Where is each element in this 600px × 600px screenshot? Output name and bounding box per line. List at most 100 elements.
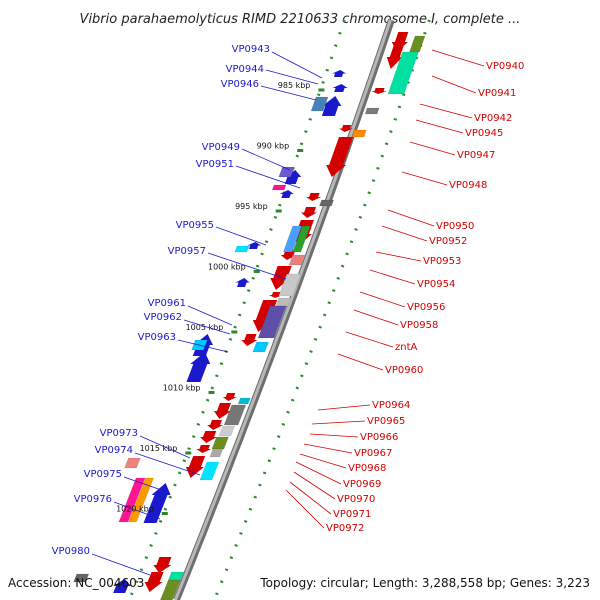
minus-gene-label-leader	[134, 452, 201, 476]
plus-gene-label-leader	[431, 75, 477, 94]
accession-text: Accession: NC_004603	[8, 576, 144, 590]
plus-gene-label: VP0956	[407, 302, 445, 313]
minus-gene-label: VP0975	[84, 469, 122, 480]
feature-box	[118, 477, 146, 523]
feature-box	[209, 448, 224, 458]
scale-ticks: 985 kbp 990 kbp 995 kbp 1000 kbp 1005 kbp 101…	[116, 81, 325, 515]
minus-gene-label-leader	[265, 69, 319, 85]
minus-gene-label-leader	[260, 85, 317, 101]
plus-gene-label: VP0965	[367, 416, 405, 427]
plus-gene-label: VP0960	[385, 365, 423, 376]
feature-boxes	[73, 35, 426, 600]
minus-gene-label-leader	[177, 339, 229, 353]
plus-gene-arrow	[386, 45, 404, 69]
plus-gene-label: VP0941	[478, 88, 516, 99]
plus-gene-label: VP0940	[486, 61, 524, 72]
minus-gene-label-leader	[113, 501, 161, 520]
tick-label: 1010 kbp	[163, 384, 201, 393]
minus-gene-label-leader	[139, 435, 191, 459]
feature-box	[310, 96, 329, 112]
minus-gene-label-leader	[235, 165, 301, 189]
minus-gene-label: VP0946	[221, 79, 259, 90]
feature-box	[257, 305, 287, 339]
plus-gene-label-leader	[415, 119, 464, 134]
plus-strand-labels: VP0940 VP0941 VP0942 VP0945 VP0947 VP0948 VP09…	[285, 49, 524, 534]
plus-gene-label-leader	[285, 489, 325, 529]
plus-gene-label: zntA	[395, 342, 418, 353]
plus-gene-label-leader	[409, 141, 456, 156]
plus-gene-arrow	[222, 393, 237, 401]
minus-guide-line	[127, 19, 346, 600]
minus-gene-label: VP0955	[176, 220, 214, 231]
plus-gene-label: VP0952	[429, 236, 467, 247]
plus-gene-label: VP0954	[417, 279, 455, 290]
plus-gene-label: VP0964	[372, 400, 410, 411]
plus-gene-label: VP0945	[465, 128, 503, 139]
minus-gene-label-leader	[91, 553, 151, 576]
plus-gene-label-leader	[295, 461, 342, 485]
feature-box	[278, 273, 302, 297]
plus-gene-label-leader	[387, 209, 435, 227]
minus-gene-label: VP0962	[144, 312, 182, 323]
plus-gene-label: VP0942	[474, 113, 512, 124]
plus-gene-label-leader	[359, 291, 406, 308]
minus-gene-label-leader	[183, 319, 231, 335]
feature-box	[319, 199, 334, 207]
tick-mark	[208, 391, 215, 394]
feature-box	[252, 341, 269, 353]
minus-gene-label: VP0944	[226, 64, 264, 75]
tick-label: 1005 kbp	[186, 323, 224, 332]
feature-box	[292, 225, 311, 253]
tick-mark	[161, 512, 168, 515]
tick-mark	[231, 330, 238, 334]
feature-box	[288, 254, 306, 266]
plus-gene-arrow	[153, 557, 172, 573]
plus-gene-label-leader	[401, 171, 448, 186]
tick-mark	[185, 451, 192, 455]
tick-label: 1015 kbp	[140, 444, 178, 453]
plus-gene-label-leader	[381, 225, 428, 242]
minus-gene-arrow	[332, 70, 347, 77]
minus-gene-label: VP0951	[196, 159, 234, 170]
topology-text: Topology: circular; Length: 3,288,558 bp…	[259, 576, 590, 590]
tick-mark	[297, 149, 304, 152]
plus-gene-label-leader	[311, 420, 366, 425]
minus-gene-label: VP0949	[202, 142, 240, 153]
minus-gene-arrow	[186, 352, 211, 382]
plus-gene-label-leader	[345, 331, 394, 348]
plus-gene-label-leader	[293, 471, 336, 500]
minus-gene-label-leader	[241, 148, 291, 171]
plus-gene-arrow	[185, 456, 206, 478]
feature-box	[275, 297, 292, 307]
feature-box	[211, 436, 229, 450]
feature-box	[237, 397, 251, 405]
minus-gene-label: VP0974	[95, 445, 133, 456]
plus-gene-label-leader	[317, 404, 371, 411]
minus-gene-label-leader	[271, 51, 323, 79]
plus-gene-label: VP0969	[343, 479, 381, 490]
feature-box	[282, 225, 303, 253]
minus-gene-arrow	[279, 190, 294, 198]
feature-box	[160, 579, 181, 600]
plus-gene-label: VP0950	[436, 221, 474, 232]
minus-gene-arrow	[332, 84, 348, 92]
feature-box	[234, 245, 250, 253]
plus-gene-label: VP0970	[337, 494, 375, 505]
plus-gene-label-leader	[289, 481, 332, 515]
plus-gene-arrow	[196, 445, 212, 453]
minus-strand-labels: VP0943 VP0944 VP0946 VP0949 VP0951 VP0955 VP09…	[52, 44, 323, 576]
minus-gene-arrow	[247, 242, 262, 249]
plus-gene-label-leader	[309, 433, 359, 438]
plus-gene-label: VP0967	[354, 448, 392, 459]
minus-gene-label: VP0980	[52, 546, 90, 557]
plus-gene-arrow	[339, 125, 353, 132]
minus-gene-label-leader	[187, 305, 233, 326]
plus-gene-label-leader	[299, 453, 347, 469]
feature-box	[387, 51, 419, 95]
plus-gene-label-leader	[369, 269, 416, 285]
plus-gene-label: VP0948	[449, 180, 487, 191]
plus-gene-label-leader	[431, 49, 485, 67]
feature-box	[364, 107, 380, 115]
plus-gene-label: VP0972	[326, 523, 364, 534]
plus-gene-label-leader	[375, 251, 422, 262]
